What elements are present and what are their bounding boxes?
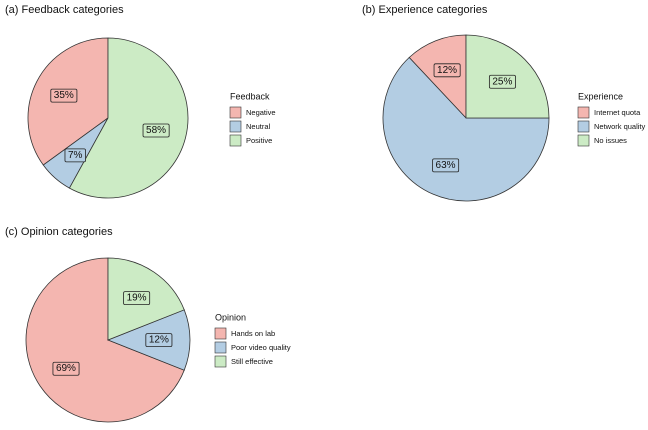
legend-title: Experience	[578, 91, 623, 101]
legend-label: Internet quota	[594, 108, 641, 117]
legend-label: Network quality	[594, 122, 646, 131]
legend-label: Poor video quality	[231, 343, 291, 352]
slice-label-text: 58%	[146, 125, 166, 136]
legend-key	[229, 120, 242, 133]
slice-label: 35%	[50, 88, 78, 103]
legend-key	[229, 106, 242, 119]
legend-title: Opinion	[215, 312, 246, 322]
legend-label: Hands on lab	[231, 329, 275, 338]
slice-label-text: 19%	[127, 293, 147, 304]
chart-title: (c) Opinion categories	[5, 226, 113, 238]
legend-title: Feedback	[230, 91, 270, 101]
slice-label: 19%	[123, 291, 151, 305]
label-box	[145, 333, 173, 348]
slice-label-text: 12%	[149, 335, 169, 346]
legend-label: Positive	[246, 136, 272, 145]
label-box	[432, 158, 460, 173]
chart-title: (b) Experience categories	[362, 4, 488, 16]
label-box	[123, 291, 151, 305]
legend-key	[577, 120, 590, 133]
chart-title: (a) Feedback categories	[5, 4, 124, 16]
legend-label: Neutral	[246, 122, 271, 131]
legend-key	[577, 134, 590, 147]
label-box	[64, 148, 86, 163]
legend-key	[214, 355, 227, 368]
label-box	[488, 74, 516, 89]
pie-slice	[25, 257, 185, 423]
slice-label-text: 35%	[54, 90, 74, 101]
pie-slice	[68, 37, 189, 199]
label-box	[142, 123, 170, 138]
slice-label: 12%	[145, 333, 173, 348]
slice-label: 63%	[432, 158, 460, 173]
slice-label: 69%	[52, 361, 80, 376]
legend-key	[214, 341, 227, 354]
label-box	[50, 88, 78, 103]
legend-key	[229, 134, 242, 147]
legend-label: No issues	[594, 136, 627, 145]
slice-label-text: 63%	[436, 160, 456, 171]
legend-key	[577, 106, 590, 119]
legend-key	[214, 327, 227, 340]
slice-label: 7%	[64, 148, 86, 163]
slice-label: 12%	[433, 63, 461, 78]
pie-slice	[382, 56, 550, 202]
slice-label: 58%	[142, 123, 170, 138]
label-box	[433, 63, 461, 78]
slice-label-text: 25%	[492, 76, 512, 87]
label-box	[52, 361, 80, 376]
slice-label-text: 69%	[56, 363, 76, 374]
slice-label-text: 12%	[437, 65, 457, 76]
legend-label: Still effective	[231, 357, 273, 366]
slice-label-text: 7%	[68, 150, 83, 161]
legend-label: Negative	[246, 108, 276, 117]
slice-label: 25%	[488, 74, 516, 89]
